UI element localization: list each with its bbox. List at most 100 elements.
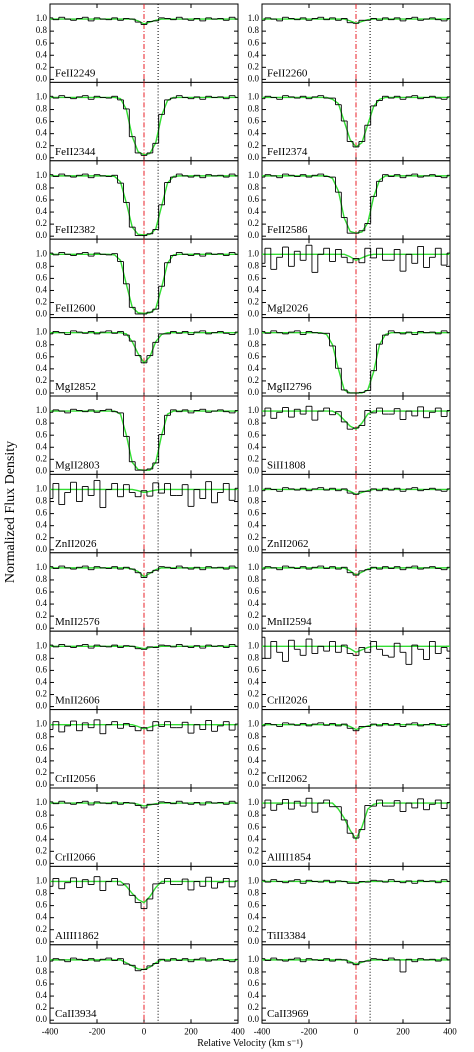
y-tick-label: 0.6 xyxy=(248,429,260,439)
y-tick-label: 0.6 xyxy=(248,664,260,674)
y-tick-label: 1.0 xyxy=(248,327,260,337)
y-tick-label: 0.4 xyxy=(248,128,260,138)
x-tick-label: -200 xyxy=(301,1026,318,1036)
y-tick-label: 0.6 xyxy=(248,116,260,126)
y-tick-label: 0.8 xyxy=(36,104,48,114)
y-tick-label: 0.0 xyxy=(248,779,260,789)
y-tick-label: 0.2 xyxy=(36,924,47,934)
y-tick-label: 0.6 xyxy=(248,194,260,204)
y-tick-label: 0.0 xyxy=(36,779,48,789)
x-tick-label: -400 xyxy=(254,1026,271,1036)
y-tick-label: 0.4 xyxy=(36,285,48,295)
y-tick-label: 0.0 xyxy=(248,465,260,475)
panel-label: FeII2344 xyxy=(55,146,96,158)
fit-curve xyxy=(50,645,238,650)
y-tick-label: 1.0 xyxy=(36,797,48,807)
y-tick-label: 0.0 xyxy=(248,152,260,162)
panel-label: MgI2852 xyxy=(55,381,96,393)
y-tick-label: 0.2 xyxy=(36,218,47,228)
y-tick-label: 0.6 xyxy=(36,194,48,204)
y-tick-label: 1.0 xyxy=(248,13,260,23)
y-tick-label: 0.6 xyxy=(248,821,260,831)
y-tick-label: 0.8 xyxy=(36,809,48,819)
y-tick-label: 0.8 xyxy=(248,25,260,35)
y-tick-label: 0.2 xyxy=(36,610,47,620)
y-tick-label: 0.0 xyxy=(36,622,48,632)
y-tick-label: 0.2 xyxy=(36,689,47,699)
y-tick-label: 0.8 xyxy=(248,574,260,584)
y-tick-label: 0.4 xyxy=(36,49,48,59)
panel-label: CaII3934 xyxy=(55,1008,97,1020)
y-tick-label: 0.2 xyxy=(248,453,259,463)
y-tick-label: 0.4 xyxy=(36,677,48,687)
y-tick-label: 0.4 xyxy=(36,520,48,530)
y-tick-label: 0.6 xyxy=(36,429,48,439)
y-tick-label: 1.0 xyxy=(248,719,260,729)
y-tick-label: 0.4 xyxy=(248,441,260,451)
y-tick-label: 0.4 xyxy=(36,206,48,216)
y-tick-label: 1.0 xyxy=(36,719,48,729)
y-tick-label: 0.2 xyxy=(36,61,47,71)
y-tick-label: 0.6 xyxy=(36,743,48,753)
y-tick-label: 0.4 xyxy=(248,206,260,216)
y-tick-label: 0.8 xyxy=(248,888,260,898)
y-tick-label: 0.8 xyxy=(36,260,48,270)
y-tick-label: 0.8 xyxy=(36,888,48,898)
y-tick-label: 0.6 xyxy=(248,978,260,988)
y-tick-label: 0.8 xyxy=(248,966,260,976)
y-tick-label: 0.0 xyxy=(248,387,260,397)
panel-label: MnII2576 xyxy=(55,616,100,628)
fit-curve xyxy=(262,880,450,884)
y-tick-label: 0.4 xyxy=(36,755,48,765)
y-tick-label: 0.0 xyxy=(36,152,48,162)
panel-label: ZnII2062 xyxy=(267,538,309,550)
y-tick-label: 0.6 xyxy=(248,351,260,361)
y-tick-label: 0.0 xyxy=(248,544,260,554)
y-tick-label: 1.0 xyxy=(36,484,48,494)
panel-label: MnII2606 xyxy=(55,695,100,707)
y-tick-label: 0.2 xyxy=(248,375,259,385)
y-tick-label: 0.0 xyxy=(248,230,260,240)
y-tick-label: 0.4 xyxy=(248,990,260,1000)
y-tick-label: 0.8 xyxy=(248,182,260,192)
y-tick-label: 0.0 xyxy=(248,936,260,946)
panel-label: FeII2586 xyxy=(267,224,308,236)
y-tick-label: 1.0 xyxy=(36,248,48,258)
panel-label: CrII2062 xyxy=(267,773,307,785)
y-tick-label: 0.4 xyxy=(36,598,48,608)
y-tick-label: 0.8 xyxy=(248,260,260,270)
panel-label: MgI2026 xyxy=(267,303,308,315)
y-tick-label: 0.8 xyxy=(248,417,260,427)
panel-label: AlIII1862 xyxy=(55,930,99,942)
panel-label: MnII2594 xyxy=(267,616,312,628)
panel-label: CrII2056 xyxy=(55,773,96,785)
y-tick-label: 0.4 xyxy=(248,598,260,608)
y-tick-label: 1.0 xyxy=(248,248,260,258)
fit-curve xyxy=(262,645,450,654)
y-tick-label: 0.6 xyxy=(248,900,260,910)
x-tick-label: -200 xyxy=(89,1026,106,1036)
panel-label: MgII2796 xyxy=(267,381,312,393)
y-tick-label: 1.0 xyxy=(36,562,48,572)
x-tick-label: -400 xyxy=(42,1026,59,1036)
fit-curve xyxy=(50,96,238,156)
panel-label: FeII2260 xyxy=(267,67,308,79)
y-tick-label: 1.0 xyxy=(36,13,48,23)
x-tick-label: 0 xyxy=(142,1026,147,1036)
y-tick-label: 0.2 xyxy=(248,140,259,150)
y-tick-label: 0.6 xyxy=(36,351,48,361)
y-tick-label: 0.4 xyxy=(36,912,48,922)
y-tick-label: 0.0 xyxy=(248,622,260,632)
x-tick-label: 400 xyxy=(443,1026,457,1036)
y-tick-label: 0.2 xyxy=(248,61,259,71)
y-tick-label: 0.6 xyxy=(248,508,260,518)
x-axis-title: Relative Velocity (km s⁻¹) xyxy=(197,1038,303,1049)
y-tick-label: 0.8 xyxy=(248,731,260,741)
y-tick-label: 0.0 xyxy=(36,387,48,397)
y-tick-label: 1.0 xyxy=(248,170,260,180)
y-tick-label: 0.8 xyxy=(248,809,260,819)
y-tick-label: 0.0 xyxy=(36,936,48,946)
y-axis-title: Normalized Flux Density xyxy=(3,441,18,583)
y-tick-label: 0.0 xyxy=(36,73,48,83)
